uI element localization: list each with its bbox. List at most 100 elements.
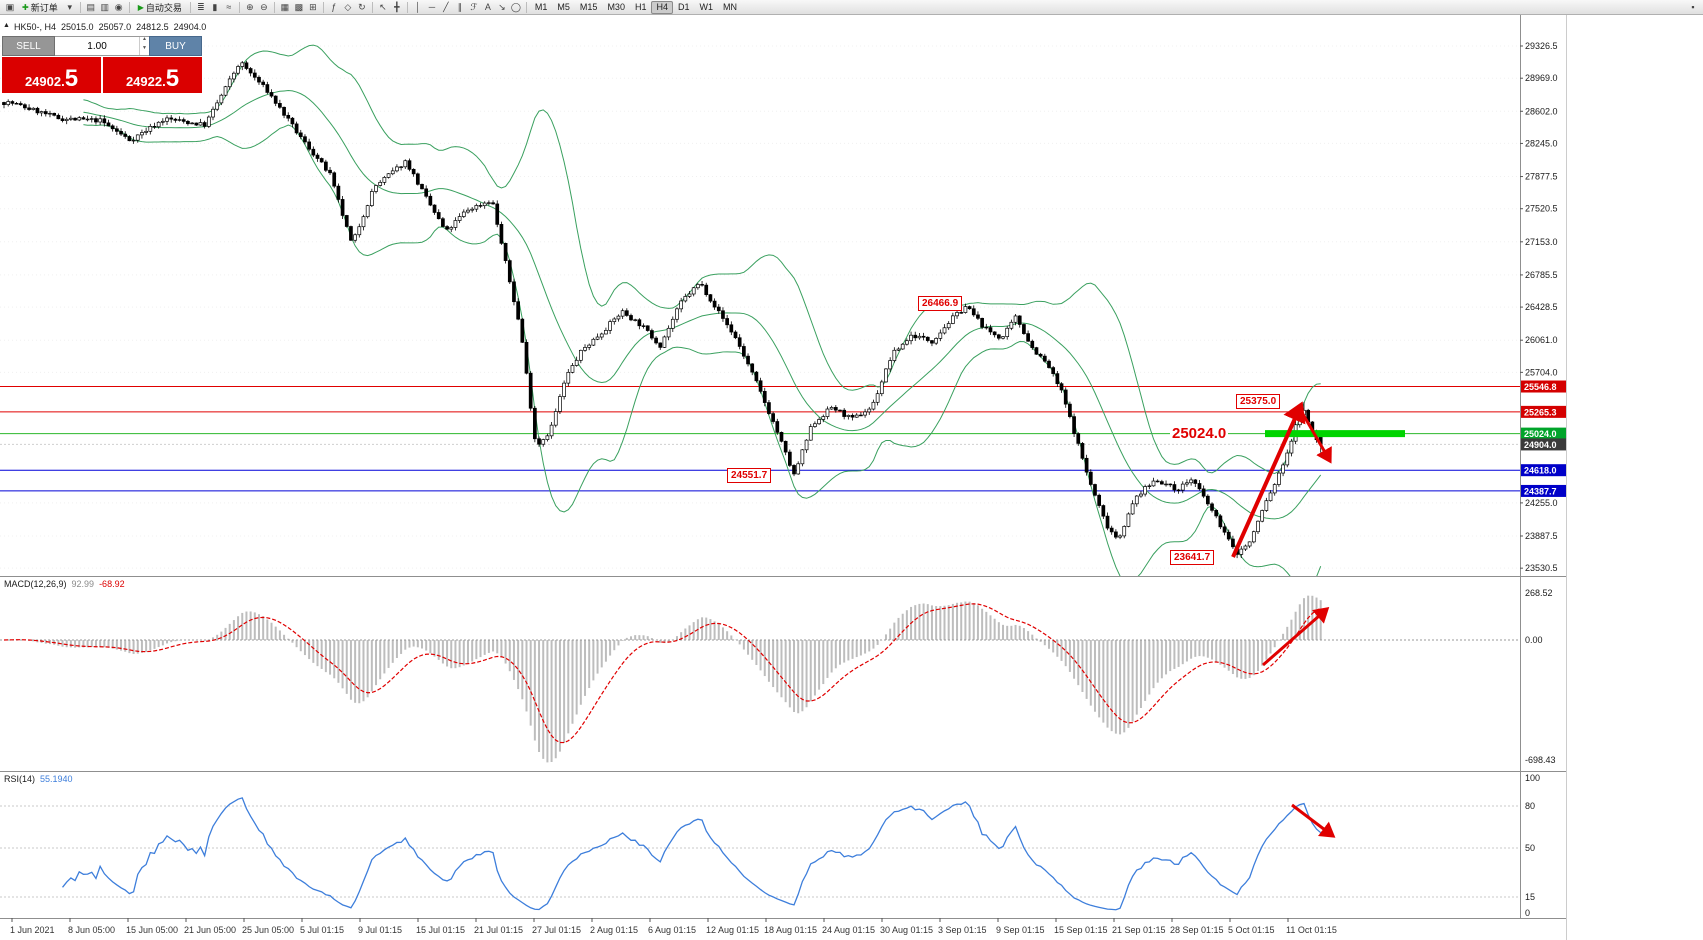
chart-low-value: 24812.5 [136,22,169,32]
toolbar-separator [525,1,527,13]
timeframe-button-m5[interactable]: M5 [557,2,570,12]
trade-panel-toggle-icon[interactable]: ▲ [3,22,10,29]
autotrading-button-label: 自动交易 [145,2,182,13]
svg-text:28969.0: 28969.0 [1525,73,1558,83]
new-order-button[interactable]: ✚ 新订单 [17,1,63,14]
arrow-tool-icon[interactable]: ↘ [498,1,506,12]
chart-workspace: 29326.5 28969.0 28602.0 28245.0 27877.5 27520… [0,15,1703,940]
main-toolbar: ▣ ✚ 新订单 ▾ ▤ ▥ ◉ ▶ 自动交易 ≣ ▮ ≈ ⊕ ⊖ ▦ ▩ ⊞ ƒ ◇ ↻ ↖ ╋ │ ─ ╱ ∥ ℱ A ↘ ◯ M1 M5 M… [0,0,1703,15]
rsi-panel-header: RSI(14) 55.1940 [4,774,78,784]
candlestick-chart-icon[interactable]: ▮ [212,1,218,12]
timeframe-button-w1[interactable]: W1 [699,2,714,12]
fibonacci-icon[interactable]: ℱ [470,1,478,12]
svg-text:30 Aug 01:15: 30 Aug 01:15 [880,925,933,935]
svg-text:8 Jun 05:00: 8 Jun 05:00 [68,925,115,935]
arrange-windows-icon[interactable]: ⊞ [309,1,317,12]
price-annotation-label[interactable]: 26466.9 [918,295,963,311]
volume-field: ▲ ▼ [55,36,149,56]
sell-price-dec: 5 [64,64,79,92]
sell-button[interactable]: SELL [2,36,55,56]
svg-text:27153.0: 27153.0 [1525,237,1558,247]
svg-text:28 Sep 01:15: 28 Sep 01:15 [1170,925,1224,935]
zoom-out-icon[interactable]: ⊖ [260,1,268,12]
timeframe-button-m30[interactable]: M30 [607,2,625,12]
price-annotation-label[interactable]: 24551.7 [727,468,772,484]
chart-window-icon[interactable]: ▣ [5,1,15,12]
svg-text:15 Sep 01:15: 15 Sep 01:15 [1054,925,1108,935]
timeframe-button-m1[interactable]: M1 [534,2,548,12]
svg-text:2 Aug 01:15: 2 Aug 01:15 [590,925,638,935]
autotrading-button[interactable]: ▶ 自动交易 [133,1,187,14]
cursor-icon[interactable]: ↖ [379,1,387,12]
svg-text:26061.0: 26061.0 [1525,335,1558,345]
macd-panel-header: MACD(12,26,9) 92.99 -68.92 [4,579,130,589]
toolbar-separator [79,1,81,13]
svg-text:25546.8: 25546.8 [1524,382,1557,392]
chart-ohlc-title: HK50-, H4 25015.0 25057.0 24812.5 24904.0 [14,22,211,32]
price-annotation-label[interactable]: 25375.0 [1236,393,1281,409]
toolbar-separator [238,1,240,13]
volume-up-icon[interactable]: ▲ [142,36,147,42]
macd-signal-value: -68.92 [99,579,125,589]
buy-price-box[interactable]: 24922. 5 [103,57,202,93]
svg-text:24904.0: 24904.0 [1524,440,1557,450]
objects-icon[interactable]: ◇ [344,1,352,12]
new-order-menu-icon[interactable]: ▾ [67,1,72,12]
alerts-icon[interactable]: ◉ [114,1,123,12]
svg-text:23530.5: 23530.5 [1525,563,1558,573]
svg-text:15 Jun 05:00: 15 Jun 05:00 [126,925,178,935]
charts-grid-icon[interactable]: ▤ [86,1,95,12]
chart-close-value: 24904.0 [173,22,207,32]
profiles-icon[interactable]: ▥ [100,1,109,12]
new-order-button-label: 新订单 [30,2,58,13]
one-click-trading-panel: SELL ▲ ▼ BUY 24902.5 24922.5 [2,36,202,93]
svg-text:0.00: 0.00 [1525,635,1543,645]
price-axis[interactable]: 29326.5 28969.0 28602.0 28245.0 27877.5 27520… [1520,41,1566,918]
price-annotation-label[interactable]: 25024.0 [1170,424,1229,442]
bar-chart-icon[interactable]: ≣ [197,1,205,12]
channel-icon[interactable]: ∥ [457,1,463,12]
horizontal-line-icon[interactable]: ─ [428,2,436,12]
crosshair-icon[interactable]: ╋ [394,1,400,12]
svg-text:3 Sep 01:15: 3 Sep 01:15 [938,925,987,935]
timeframe-button-m15[interactable]: M15 [579,2,598,12]
vertical-line-icon[interactable]: │ [415,2,421,12]
price-annotation-label[interactable]: 23641.7 [1170,550,1215,566]
rsi-value: 55.1940 [40,774,73,784]
macd-main-value: 92.99 [71,579,95,589]
toolbar-separator [371,1,373,13]
svg-text:15 Jul 01:15: 15 Jul 01:15 [416,925,465,935]
macd-label: MACD(12,26,9) [4,579,67,589]
svg-text:0: 0 [1525,908,1530,918]
chart-canvas[interactable]: 29326.5 28969.0 28602.0 28245.0 27877.5 27520… [0,15,1703,940]
sell-price-box[interactable]: 24902. 5 [2,57,101,93]
timeframe-button-h1[interactable]: H1 [634,2,647,12]
trendline-icon[interactable]: ╱ [443,1,449,12]
timeframe-button-h4[interactable]: H4 [651,0,673,14]
indicators-icon[interactable]: ƒ [331,2,337,12]
volume-down-icon[interactable]: ▼ [142,45,147,51]
time-axis[interactable]: 1 Jun 2021 8 Jun 05:00 15 Jun 05:00 21 Jun … [10,918,1337,935]
toolbar-more-icon[interactable]: ▪ [1691,2,1695,12]
svg-text:28245.0: 28245.0 [1525,138,1558,148]
zoom-in-icon[interactable]: ⊕ [246,1,254,12]
tile-windows-icon[interactable]: ▦ [280,1,290,12]
timeframe-button-d1[interactable]: D1 [677,2,690,12]
refresh-icon[interactable]: ↻ [358,1,366,12]
volume-input[interactable] [55,37,140,55]
new-order-button-icon: ✚ [22,2,29,12]
svg-text:24255.0: 24255.0 [1525,498,1558,508]
autotrading-button-icon: ▶ [137,2,144,12]
volume-stepper: ▲ ▼ [139,37,149,55]
svg-text:27877.5: 27877.5 [1525,172,1558,182]
svg-text:28602.0: 28602.0 [1525,106,1558,116]
text-tool-icon[interactable]: A [484,2,491,12]
buy-button[interactable]: BUY [149,36,202,56]
svg-text:9 Sep 01:15: 9 Sep 01:15 [996,925,1045,935]
timeframe-button-mn[interactable]: MN [723,2,737,12]
cascade-windows-icon[interactable]: ▩ [294,1,304,12]
line-chart-icon[interactable]: ≈ [226,2,232,12]
svg-text:23887.5: 23887.5 [1525,531,1558,541]
svg-text:26785.5: 26785.5 [1525,270,1558,280]
shapes-icon[interactable]: ◯ [510,1,521,12]
